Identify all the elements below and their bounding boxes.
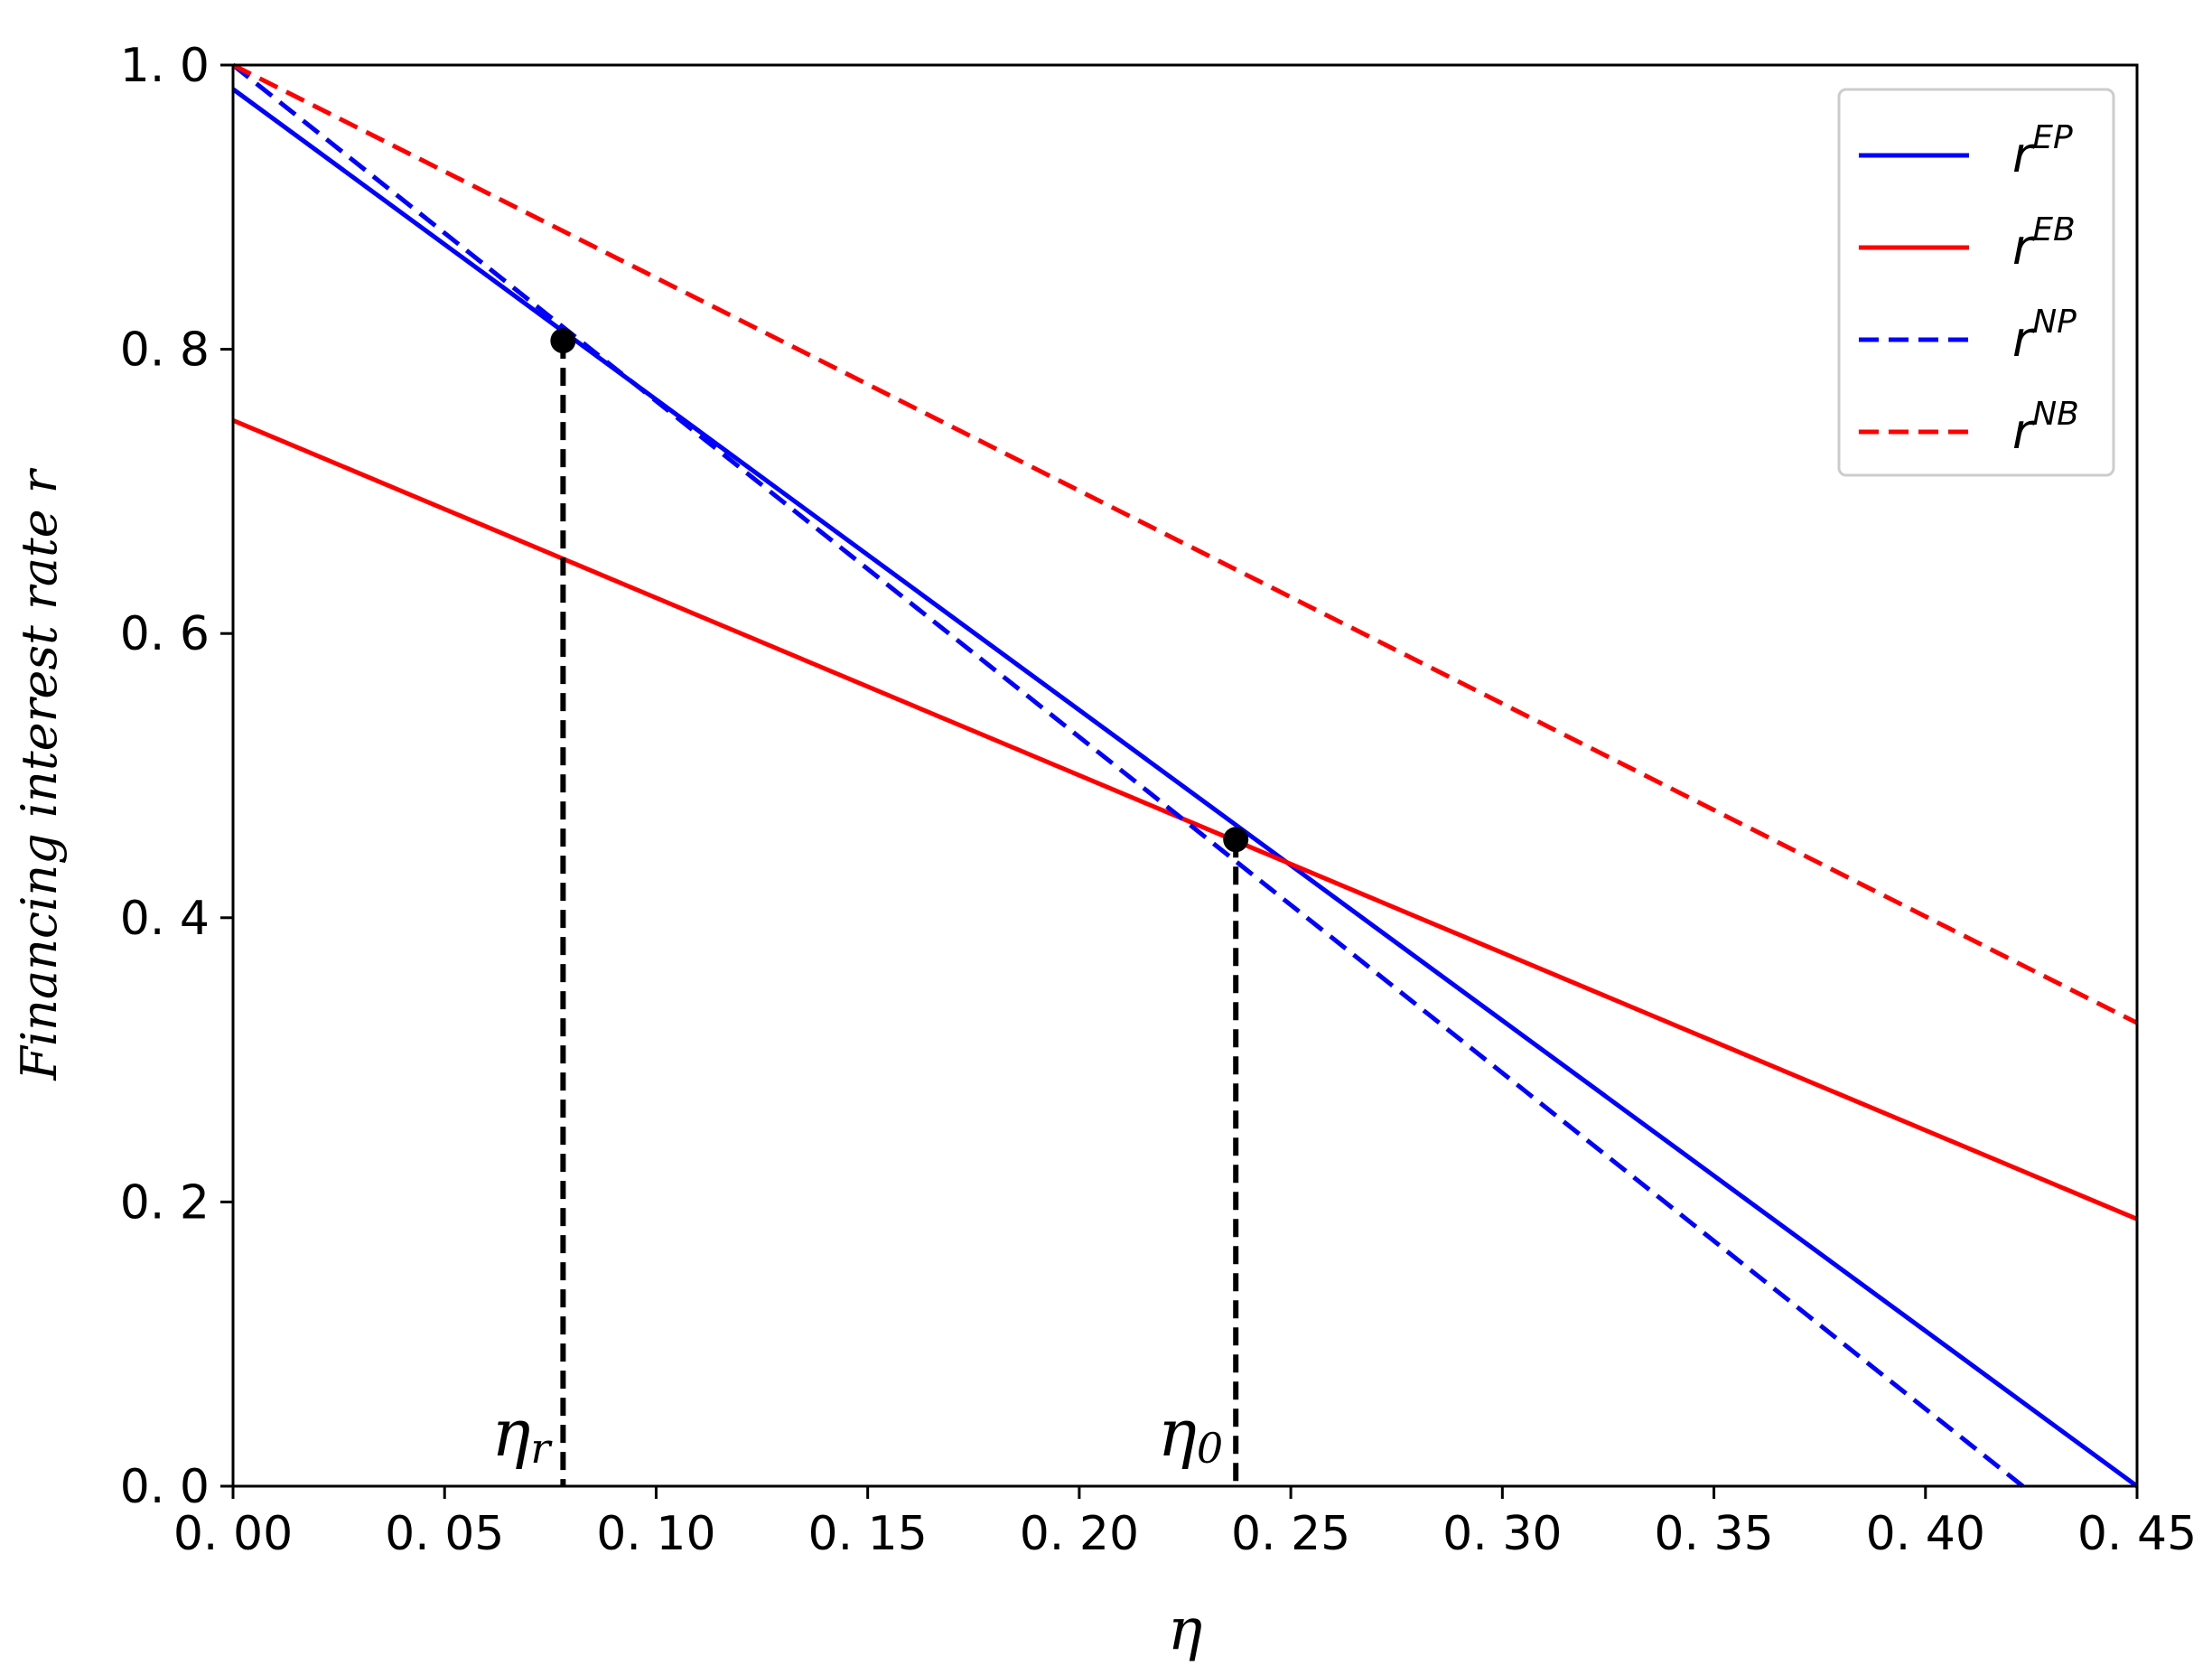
legend-label-np: rNP bbox=[2012, 304, 2077, 368]
series-line-nb bbox=[231, 62, 2139, 1025]
x-tick-label: 0. 35 bbox=[1654, 1507, 1773, 1561]
markers bbox=[550, 328, 1249, 853]
series-line-eb bbox=[232, 417, 2138, 1221]
x-axis-label: η bbox=[1168, 1596, 1202, 1663]
x-tick-label: 0. 40 bbox=[1866, 1507, 1985, 1561]
y-tick-label: 0. 8 bbox=[120, 323, 210, 378]
x-tick-label: 0. 30 bbox=[1442, 1507, 1562, 1561]
legend: rEP rEB rNP rNB bbox=[1837, 88, 2115, 477]
y-tick-label: 0. 0 bbox=[120, 1460, 210, 1514]
y-tick-label: 0. 6 bbox=[120, 607, 210, 661]
x-tick-label: 0. 25 bbox=[1231, 1507, 1350, 1561]
plot-lines bbox=[231, 62, 2139, 1489]
y-tick-label: 0. 2 bbox=[120, 1175, 210, 1230]
reference-lines bbox=[560, 341, 1239, 1486]
x-tick-label: 0. 20 bbox=[1020, 1507, 1139, 1561]
y-tick-label: 1. 0 bbox=[120, 39, 210, 93]
legend-label-nb: rNB bbox=[2012, 396, 2079, 460]
x-tick-label: 0. 05 bbox=[385, 1507, 504, 1561]
x-tick-label: 0. 45 bbox=[2077, 1507, 2197, 1561]
x-tick-label: 0. 15 bbox=[808, 1507, 928, 1561]
y-axis-label: Financing interest rate r bbox=[11, 467, 68, 1081]
point-annotations: ηr η0 bbox=[491, 1395, 1223, 1473]
plot-frame bbox=[231, 63, 2139, 1488]
intersection-point-1 bbox=[550, 328, 576, 354]
legend-label-ep: rEP bbox=[2012, 119, 2073, 183]
x-axis: 0. 00 0. 05 0. 10 0. 15 0. 20 0. 25 0. 30 0. 35… bbox=[173, 1486, 2197, 1561]
point-label-2: η0 bbox=[1158, 1395, 1223, 1473]
x-tick-label: 0. 10 bbox=[596, 1507, 715, 1561]
series-line-np bbox=[231, 63, 2025, 1488]
y-tick-label: 0. 4 bbox=[120, 892, 210, 946]
legend-label-eb: rEB bbox=[2012, 211, 2076, 276]
point-label-1: ηr bbox=[491, 1395, 553, 1473]
legend-box bbox=[1837, 88, 2115, 477]
x-tick-label: 0. 00 bbox=[173, 1507, 293, 1561]
y-axis: 0. 0 0. 2 0. 4 0. 6 0. 8 1. 0 bbox=[120, 39, 233, 1514]
series-line-ep bbox=[231, 87, 2139, 1489]
intersection-point-2 bbox=[1223, 827, 1249, 853]
